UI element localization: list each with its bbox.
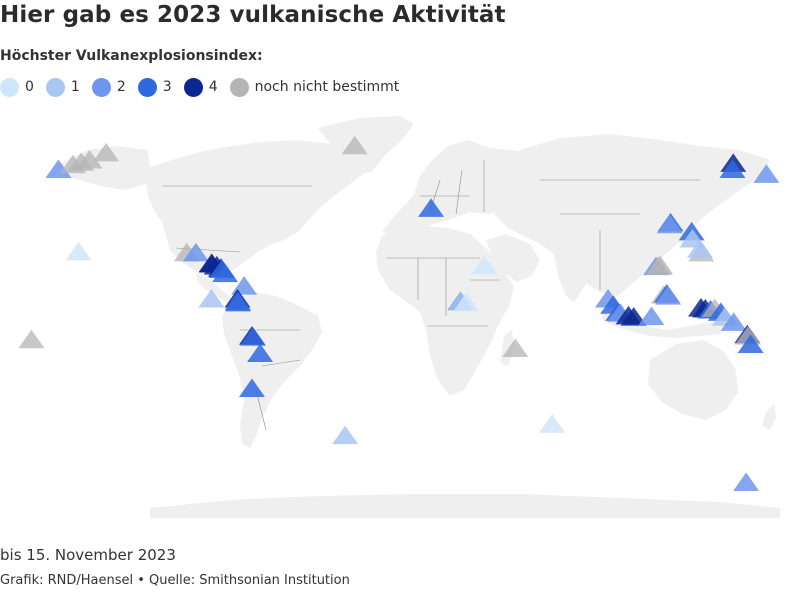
landmass-arabia — [486, 234, 540, 282]
landmass-indonesia — [600, 312, 728, 338]
landmass-australia — [648, 340, 738, 420]
legend-swatch-undetermined — [229, 77, 249, 97]
volcano-marker[interactable] — [418, 198, 445, 217]
legend-label-vei-4: 4 — [208, 79, 218, 95]
volcano-marker[interactable] — [93, 142, 120, 162]
volcano-marker[interactable] — [453, 292, 480, 312]
world-map — [18, 116, 780, 518]
landmass-antarctica — [150, 494, 780, 518]
legend-label-undetermined: noch nicht bestimmt — [254, 79, 400, 95]
volcano-marker[interactable] — [247, 343, 274, 363]
legend-item-vei-3: 3 — [137, 77, 172, 97]
legend-label-vei-3: 3 — [162, 79, 172, 95]
volcano-marker[interactable] — [238, 378, 265, 398]
landmass-india — [554, 252, 592, 302]
volcano-marker[interactable] — [18, 329, 45, 349]
volcano-marker[interactable] — [502, 338, 529, 358]
volcano-marker[interactable] — [753, 164, 780, 183]
volcano-marker[interactable] — [720, 312, 747, 331]
volcano-marker[interactable] — [737, 334, 764, 353]
legend-item-vei-4: 4 — [183, 77, 218, 97]
footer-source: Grafik: RND/Haensel • Quelle: Smithsonia… — [0, 573, 350, 588]
legend-label-vei-1: 1 — [70, 79, 80, 95]
legend-label-vei-2: 2 — [116, 79, 126, 95]
legend-swatch-vei-4 — [183, 77, 203, 97]
landmass-north-america — [146, 140, 372, 278]
legend-swatch-vei-3 — [137, 77, 157, 97]
volcano-marker[interactable] — [656, 214, 683, 234]
volcano-marker[interactable] — [620, 307, 647, 326]
volcano-marker[interactable] — [45, 159, 72, 179]
landmass-asia — [494, 134, 770, 296]
volcano-marker[interactable] — [65, 241, 92, 261]
volcano-marker[interactable] — [539, 414, 566, 433]
volcano-marker[interactable] — [733, 472, 760, 492]
volcano-markers — [18, 135, 780, 492]
legend: 0 1 2 3 4 noch nicht bestimmt — [0, 76, 411, 98]
legend-label-vei-0: 0 — [25, 79, 34, 95]
volcano-marker[interactable] — [719, 159, 746, 179]
landmass-south-america — [222, 292, 322, 448]
landmass-greenland — [318, 116, 414, 174]
legend-item-vei-1: 1 — [45, 77, 80, 97]
legend-swatch-vei-1 — [45, 77, 65, 97]
legend-swatch-vei-2 — [91, 77, 111, 97]
landmass-central-america — [196, 272, 238, 306]
border-asia — [540, 179, 700, 290]
chart-title: Hier gab es 2023 vulkanische Aktivität — [0, 2, 506, 28]
volcano-marker[interactable] — [225, 292, 252, 312]
volcano-marker[interactable] — [198, 288, 225, 308]
legend-item-vei-2: 2 — [91, 77, 126, 97]
volcano-marker[interactable] — [686, 239, 713, 258]
volcano-marker[interactable] — [240, 327, 267, 346]
volcano-marker[interactable] — [212, 263, 239, 283]
volcano-marker[interactable] — [471, 255, 498, 275]
volcano-marker[interactable] — [655, 286, 682, 305]
footer-date: bis 15. November 2023 — [0, 546, 176, 564]
volcano-marker[interactable] — [76, 150, 103, 169]
border-europe — [420, 160, 485, 215]
legend-item-vei-0: 0 — [0, 77, 34, 97]
landmass-new-zealand — [762, 404, 776, 430]
volcano-marker[interactable] — [332, 425, 359, 445]
volcano-marker[interactable] — [341, 135, 368, 155]
land-masses — [60, 116, 780, 518]
volcano-marker[interactable] — [638, 306, 665, 326]
border-africa-north — [386, 257, 500, 327]
legend-swatch-vei-0 — [0, 77, 19, 97]
volcano-marker[interactable] — [182, 242, 209, 262]
landmass-japan — [676, 206, 698, 246]
volcano-marker[interactable] — [645, 256, 672, 275]
legend-title: Höchster Vulkanexplosionsindex: — [0, 48, 263, 64]
legend-item-undetermined: noch nicht bestimmt — [229, 77, 400, 97]
